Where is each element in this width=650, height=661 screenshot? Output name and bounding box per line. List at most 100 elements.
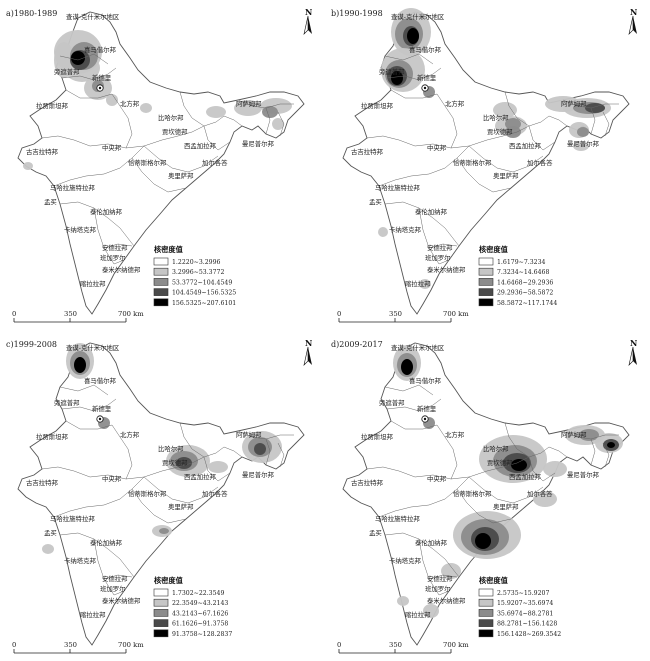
scale-tick-label: 0	[12, 641, 16, 649]
legend-swatch	[153, 619, 169, 627]
state-label: 喜马偕尔邦	[84, 376, 117, 385]
legend-swatch	[478, 598, 494, 607]
state-label: 拉贾斯坦邦	[361, 432, 394, 441]
india-outline	[17, 342, 305, 646]
state-label: 中央邦	[427, 143, 447, 152]
legend-label: 14.6468~29.2936	[497, 279, 553, 286]
state-boundary	[131, 157, 187, 193]
state-label: 拉贾斯坦邦	[361, 101, 394, 110]
state-label: 查谟-克什米尔地区	[391, 343, 445, 352]
legend-label: 156.1428~269.3542	[497, 631, 561, 638]
state-boundary	[179, 91, 225, 127]
state-label: 阿萨姆邦	[561, 430, 587, 439]
state-boundary	[436, 93, 458, 149]
state-label: 曼尼普尔邦	[242, 470, 275, 479]
density-hotspot	[208, 461, 228, 473]
legend-a: 核密度值 1.2220~3.2996 3.2996~53.3772 53.3772~1…	[153, 245, 236, 307]
state-boundary	[111, 424, 133, 480]
legend-swatch	[478, 288, 494, 296]
state-boundary	[366, 466, 452, 480]
state-boundary	[390, 89, 438, 99]
density-hotspot	[106, 94, 118, 106]
state-boundary	[590, 107, 596, 135]
state-boundary	[131, 488, 187, 524]
north-arrow-icon: N	[303, 7, 312, 35]
capital-marker-dot	[423, 417, 427, 421]
scale-tick-label: 350	[64, 310, 77, 318]
density-hotspot	[607, 442, 615, 448]
density-hotspot	[159, 528, 169, 534]
legend-swatch	[478, 298, 494, 307]
scale-tick-label: 700 km	[443, 310, 469, 318]
density-hotspot	[378, 227, 388, 237]
state-label: 贾坎德邦	[162, 458, 188, 467]
state-label: 阿萨姆邦	[236, 99, 262, 108]
state-label: 旁遮普邦	[379, 398, 405, 407]
state-boundary	[504, 422, 550, 458]
capital-marker-dot	[423, 86, 427, 90]
legend-label: 88.2781~156.1428	[497, 621, 557, 628]
state-label: 新德里	[417, 73, 437, 82]
density-hotspot	[234, 100, 262, 116]
density-hotspot	[441, 563, 461, 579]
state-label: 旁遮普邦	[379, 67, 405, 76]
density-hotspot	[206, 106, 226, 118]
legend-swatch	[153, 609, 169, 617]
legend-swatch	[478, 609, 494, 617]
legend-label: 58.5872~117.1744	[497, 300, 557, 307]
state-boundary	[61, 67, 117, 81]
state-label: 孟买	[369, 197, 382, 206]
state-boundary	[450, 456, 530, 480]
state-boundary	[366, 135, 452, 149]
state-boundary	[528, 125, 556, 151]
legend-label: 61.1626~91.3758	[172, 621, 228, 628]
density-hotspot	[423, 604, 439, 618]
density-hotspot	[407, 28, 419, 44]
state-label: 泰伦加纳邦	[415, 207, 448, 216]
scale-tick-label: 0	[337, 641, 341, 649]
panel-title-c: c)1999-2008	[6, 340, 57, 349]
state-boundary	[384, 201, 460, 247]
state-label: 孟买	[44, 528, 57, 537]
legend-label: 156.5325~207.6101	[172, 300, 236, 307]
legend-label: 43.2143~67.1626	[172, 610, 228, 617]
state-label: 班加罗尔	[425, 584, 451, 593]
scale-bar: 0 350 700 km	[12, 310, 144, 323]
state-label: 奥里萨邦	[168, 171, 194, 180]
scale-tick-label: 0	[12, 310, 16, 318]
state-label: 贾坎德邦	[487, 458, 513, 467]
state-boundary	[384, 532, 460, 578]
state-label: 北方邦	[120, 99, 140, 108]
density-hotspot	[475, 533, 491, 549]
state-label: 新德里	[92, 404, 112, 413]
state-label: 孟买	[369, 528, 382, 537]
legend-label: 1.6179~7.3234	[497, 259, 546, 266]
state-boundary	[59, 53, 109, 65]
state-label: 阿萨姆邦	[236, 430, 262, 439]
state-label: 比哈尔邦	[483, 444, 509, 453]
state-boundary	[111, 93, 133, 149]
legend-b: 核密度值 1.6179~7.3234 7.3234~14.6468 14.6468~2…	[478, 245, 557, 307]
state-label: 曼尼普尔邦	[567, 139, 600, 148]
state-boundary	[103, 574, 133, 580]
density-hotspot	[577, 127, 589, 137]
state-boundary	[203, 456, 231, 482]
state-label: 泰伦加纳邦	[90, 538, 123, 547]
state-boundary	[590, 438, 596, 466]
state-label: 奥里萨邦	[493, 502, 519, 511]
legend-swatch	[153, 278, 169, 286]
legend-title: 核密度值	[154, 576, 184, 585]
density-hotspot	[573, 141, 589, 151]
density-hotspot	[262, 106, 278, 118]
state-label: 古吉拉特邦	[351, 147, 384, 156]
density-hotspot	[176, 457, 192, 469]
state-boundary	[59, 532, 135, 578]
state-label: 新德里	[92, 73, 112, 82]
density-hotspot	[272, 118, 284, 130]
state-boundary	[384, 53, 434, 65]
legend-swatch	[153, 298, 169, 307]
state-label: 比哈尔邦	[158, 113, 184, 122]
north-arrow-icon: N	[628, 338, 637, 366]
panel-title-b: b)1990-1998	[331, 9, 383, 18]
